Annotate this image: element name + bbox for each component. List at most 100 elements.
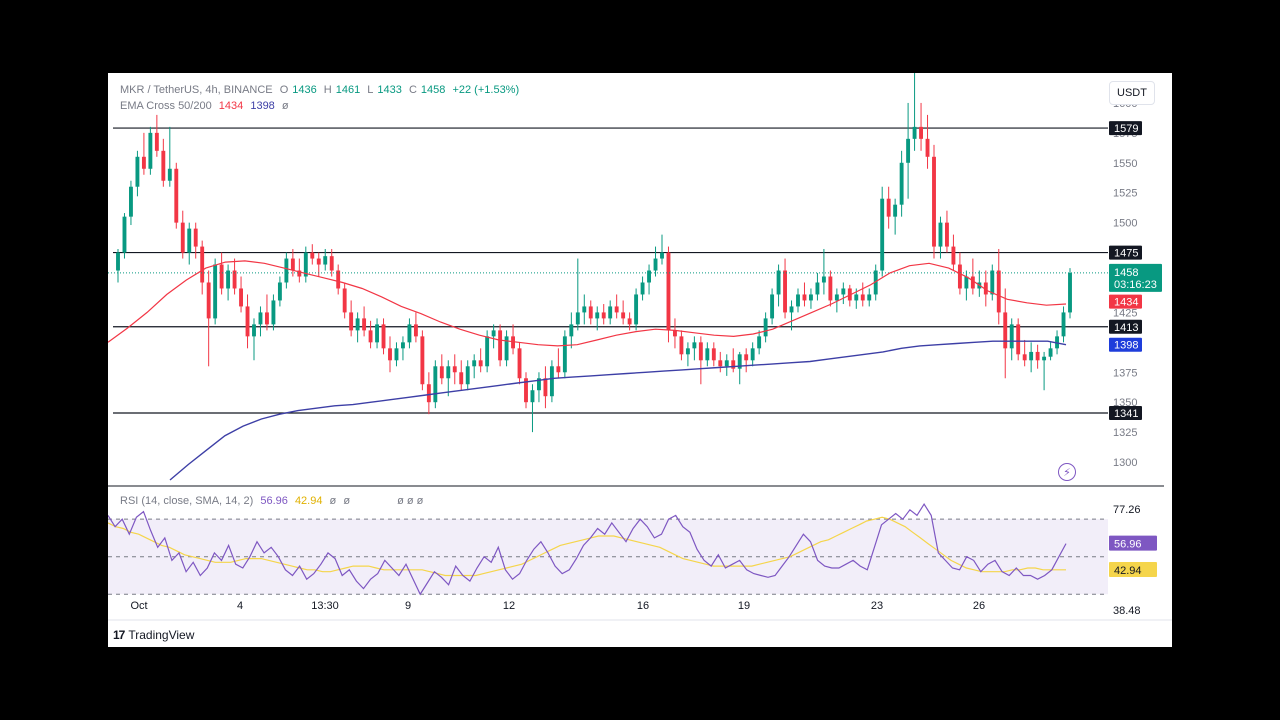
candle-body bbox=[886, 198, 891, 217]
symbol-label[interactable]: MKR / TetherUS, 4h, BINANCE bbox=[120, 84, 273, 96]
candle-body bbox=[925, 138, 930, 157]
candle-body bbox=[983, 282, 988, 295]
tradingview-brand[interactable]: 17 TradingView bbox=[113, 628, 194, 642]
candle-body bbox=[666, 252, 671, 331]
ema-legend[interactable]: EMA Cross 50/200 1434 1398 ø bbox=[120, 100, 293, 112]
trading-chart[interactable]: 1300132513501375140014251450147515001525… bbox=[108, 73, 1172, 647]
candle-body bbox=[601, 312, 606, 319]
candle-body bbox=[802, 294, 807, 301]
price-tick-label: 1500 bbox=[1113, 218, 1137, 230]
candle-body bbox=[543, 378, 548, 397]
high-label: H bbox=[323, 84, 332, 96]
candle-body bbox=[711, 348, 716, 361]
candle-body bbox=[174, 168, 179, 223]
candle-body bbox=[394, 348, 399, 361]
chart-frame: 1300132513501375140014251450147515001525… bbox=[108, 73, 1172, 647]
candle-body bbox=[284, 258, 289, 283]
candle-body bbox=[556, 366, 561, 373]
current-price-badge bbox=[1109, 263, 1162, 292]
candle-body bbox=[731, 360, 736, 369]
candle-body bbox=[996, 270, 1001, 313]
candle-body bbox=[990, 270, 995, 295]
candle-body bbox=[595, 312, 600, 319]
tradingview-logo-icon: 17 bbox=[113, 628, 125, 642]
ema-legend-extra: ø bbox=[281, 100, 289, 112]
candle-body bbox=[420, 336, 425, 385]
candle-body bbox=[938, 222, 943, 247]
candle-body bbox=[491, 330, 496, 337]
candle-body bbox=[828, 276, 833, 301]
candle-body bbox=[705, 348, 710, 361]
level-badge-label: 1475 bbox=[1114, 248, 1138, 260]
candle-body bbox=[239, 288, 243, 307]
candle-body bbox=[336, 270, 341, 289]
countdown-label: 03:16:23 bbox=[1114, 279, 1157, 291]
candle-body bbox=[290, 258, 295, 271]
time-tick-label: 16 bbox=[637, 600, 649, 612]
rsi-line bbox=[108, 502, 1067, 596]
time-tick-label: 23 bbox=[871, 600, 883, 612]
candle-body bbox=[271, 300, 276, 325]
candle-body bbox=[167, 168, 172, 181]
candle-body bbox=[323, 256, 328, 265]
candle-body bbox=[841, 288, 846, 295]
candle-body bbox=[219, 264, 224, 289]
candle-body bbox=[193, 228, 198, 247]
candle-body bbox=[1035, 351, 1040, 361]
ohlc-legend: MKR / TetherUS, 4h, BINANCE O 1436 H 1461 … bbox=[120, 84, 523, 96]
candle-body bbox=[698, 342, 703, 361]
rsi-lower-label: 38.48 bbox=[1113, 605, 1141, 617]
candle-body bbox=[737, 354, 742, 369]
candle-body bbox=[796, 294, 800, 307]
candle-body bbox=[116, 252, 120, 271]
time-tick-label: Oct bbox=[130, 600, 147, 612]
ema-fast-badge bbox=[1109, 294, 1142, 309]
candle-body bbox=[401, 342, 405, 349]
rsi-legend-name: RSI (14, close, SMA, 14, 2) bbox=[120, 495, 254, 507]
candle-body bbox=[154, 132, 159, 151]
candle-body bbox=[303, 252, 308, 277]
candle-body bbox=[679, 336, 684, 355]
rsi-extra-2: ø bbox=[343, 495, 351, 507]
candle-body bbox=[206, 282, 211, 319]
time-tick-label: 26 bbox=[973, 600, 985, 612]
rsi-sma-line bbox=[108, 516, 1066, 577]
candle-body bbox=[524, 378, 528, 403]
candle-body bbox=[485, 336, 490, 367]
candle-body bbox=[899, 162, 904, 205]
candle-body bbox=[957, 264, 962, 289]
candle-body bbox=[342, 288, 347, 313]
ema-fast-value: 1434 bbox=[218, 100, 244, 112]
level-badge bbox=[1109, 245, 1142, 260]
candle-body bbox=[744, 354, 749, 361]
candle-body bbox=[452, 366, 457, 373]
candle-body bbox=[854, 294, 859, 301]
candle-body bbox=[912, 126, 917, 139]
candle-body bbox=[621, 312, 626, 319]
candle-body bbox=[951, 246, 956, 265]
candle-body bbox=[562, 336, 567, 373]
level-badge-label: 1413 bbox=[1114, 322, 1138, 334]
change-value: +22 (+1.53%) bbox=[452, 84, 520, 96]
rsi-legend[interactable]: RSI (14, close, SMA, 14, 2) 56.96 42.94 … bbox=[120, 495, 427, 507]
price-tick-label: 1525 bbox=[1113, 188, 1137, 200]
candle-body bbox=[685, 348, 690, 355]
candle-body bbox=[141, 156, 146, 169]
candle-body bbox=[588, 306, 593, 319]
candle-body bbox=[226, 270, 231, 289]
high-value: 1461 bbox=[335, 84, 361, 96]
currency-unit-button[interactable]: USDT bbox=[1109, 81, 1155, 105]
level-badge-label: 1341 bbox=[1114, 408, 1138, 420]
time-tick-label: 9 bbox=[405, 600, 411, 612]
candle-body bbox=[634, 294, 639, 325]
lightning-icon[interactable]: ⚡ bbox=[1058, 463, 1076, 481]
candle-body bbox=[692, 342, 697, 349]
low-label: L bbox=[367, 84, 374, 96]
rsi-badge-label: 56.96 bbox=[1114, 539, 1142, 551]
candle-body bbox=[660, 252, 664, 259]
candle-body bbox=[530, 390, 535, 403]
candle-body bbox=[549, 366, 554, 397]
rsi-upper-label: 77.26 bbox=[1113, 504, 1141, 516]
candle-body bbox=[919, 126, 923, 139]
candle-body bbox=[277, 282, 282, 301]
